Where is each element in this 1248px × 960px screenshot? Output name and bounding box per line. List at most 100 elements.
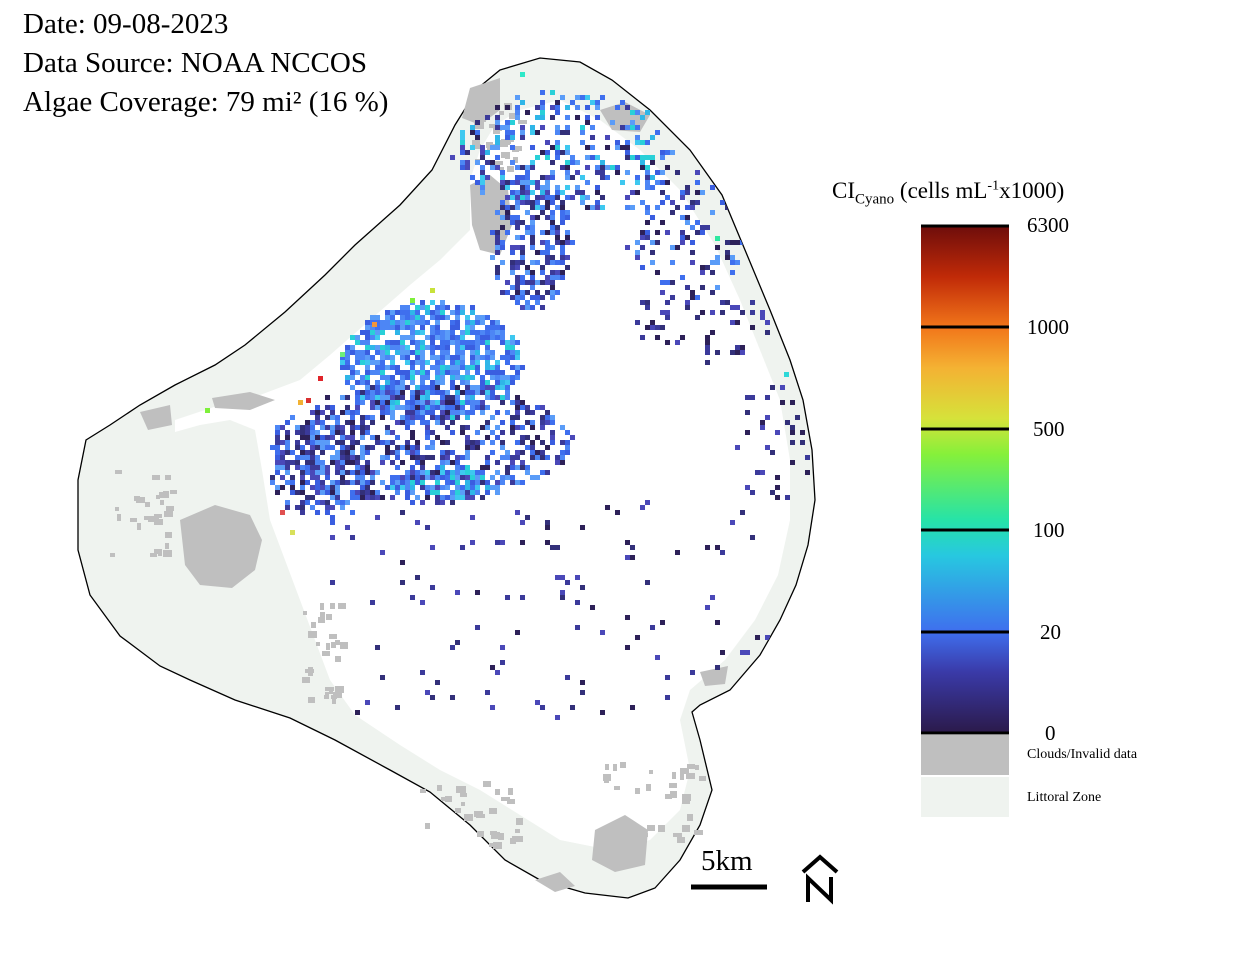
algae-pixel — [670, 150, 675, 155]
cloud-speck — [677, 837, 685, 843]
algae-pixel — [510, 215, 515, 220]
cloud-speck — [686, 773, 695, 779]
algae-pixel — [325, 490, 330, 495]
algae-pixel — [555, 715, 560, 720]
algae-pixel — [370, 390, 375, 395]
algae-pixel — [565, 675, 570, 680]
algae-pixel — [405, 470, 410, 475]
algae-pixel — [445, 460, 450, 465]
algae-pixel — [690, 670, 695, 675]
algae-pixel — [485, 175, 490, 180]
algae-pixel — [520, 290, 525, 295]
algae-pixel — [475, 350, 480, 355]
algae-pixel — [650, 185, 655, 190]
algae-pixel — [420, 405, 425, 410]
algae-pixel — [525, 180, 530, 185]
algae-pixel — [530, 440, 535, 445]
algae-pixel — [540, 90, 545, 95]
algae-pixel — [705, 225, 710, 230]
algae-pixel — [370, 415, 375, 420]
algae-pixel — [525, 445, 530, 450]
algae-pixel — [310, 505, 315, 510]
cloud-speck — [320, 603, 324, 610]
algae-pixel — [535, 105, 540, 110]
cloud-speck — [516, 818, 523, 825]
algae-pixel — [435, 500, 440, 505]
algae-pixel — [400, 350, 405, 355]
algae-pixel — [350, 415, 355, 420]
algae-pixel — [390, 440, 395, 445]
algae-pixel — [585, 155, 590, 160]
algae-pixel — [520, 460, 525, 465]
algae-pixel — [560, 215, 565, 220]
algae-pixel — [345, 405, 350, 410]
algae-pixel — [530, 160, 535, 165]
algae-pixel — [470, 540, 475, 545]
algae-pixel — [680, 230, 685, 235]
algae-pixel — [695, 170, 700, 175]
algae-pixel — [415, 330, 420, 335]
algae-pixel — [740, 345, 745, 350]
algae-pixel — [450, 490, 455, 495]
algae-pixel — [645, 180, 650, 185]
algae-pixel — [505, 475, 510, 480]
algae-pixel — [405, 475, 410, 480]
cloud-speck — [155, 519, 163, 525]
algae-pixel — [630, 110, 635, 115]
algae-pixel — [540, 230, 545, 235]
algae-pixel — [640, 505, 645, 510]
algae-pixel — [465, 390, 470, 395]
algae-pixel — [525, 290, 530, 295]
algae-pixel — [575, 625, 580, 630]
algae-pixel — [420, 410, 425, 415]
algae-pixel — [615, 105, 620, 110]
algae-pixel — [455, 480, 460, 485]
algae-pixel — [480, 330, 485, 335]
cloud-speck — [614, 786, 620, 790]
algae-pixel — [395, 480, 400, 485]
algae-pixel — [455, 495, 460, 500]
algae-pixel — [365, 445, 370, 450]
algae-pixel — [660, 200, 665, 205]
algae-pixel — [645, 230, 650, 235]
algae-pixel — [410, 435, 415, 440]
algae-pixel — [460, 490, 465, 495]
algae-pixel — [735, 345, 740, 350]
algae-pixel — [430, 585, 435, 590]
algae-pixel — [485, 460, 490, 465]
algae-pixel — [460, 410, 465, 415]
tick-label-100: 100 — [1033, 518, 1065, 542]
algae-pixel — [525, 410, 530, 415]
algae-pixel — [300, 505, 305, 510]
algae-pixel — [450, 460, 455, 465]
algae-pixel — [350, 425, 355, 430]
algae-pixel — [360, 475, 365, 480]
algae-pixel — [415, 385, 420, 390]
algae-pixel — [450, 395, 455, 400]
algae-pixel — [365, 355, 370, 360]
algae-pixel — [530, 295, 535, 300]
algae-pixel — [720, 200, 725, 205]
algae-pixel — [565, 450, 570, 455]
algae-pixel — [340, 395, 345, 400]
algae-pixel — [625, 170, 630, 175]
algae-pixel — [460, 130, 465, 135]
algae-pixel — [545, 410, 550, 415]
algae-pixel — [510, 375, 515, 380]
algae-pixel — [595, 190, 600, 195]
algae-pixel — [705, 335, 710, 340]
algae-pixel — [355, 360, 360, 365]
algae-pixel — [485, 690, 490, 695]
algae-pixel — [520, 165, 525, 170]
algae-pixel — [300, 450, 305, 455]
algae-pixel — [485, 420, 490, 425]
algae-pixel — [710, 270, 715, 275]
algae-pixel — [590, 605, 595, 610]
algae-pixel — [540, 305, 545, 310]
algae-pixel — [475, 160, 480, 165]
algae-pixel — [715, 350, 720, 355]
algae-pixel — [500, 180, 505, 185]
algae-pixel — [530, 215, 535, 220]
algae-pixel — [315, 460, 320, 465]
algae-pixel — [485, 485, 490, 490]
